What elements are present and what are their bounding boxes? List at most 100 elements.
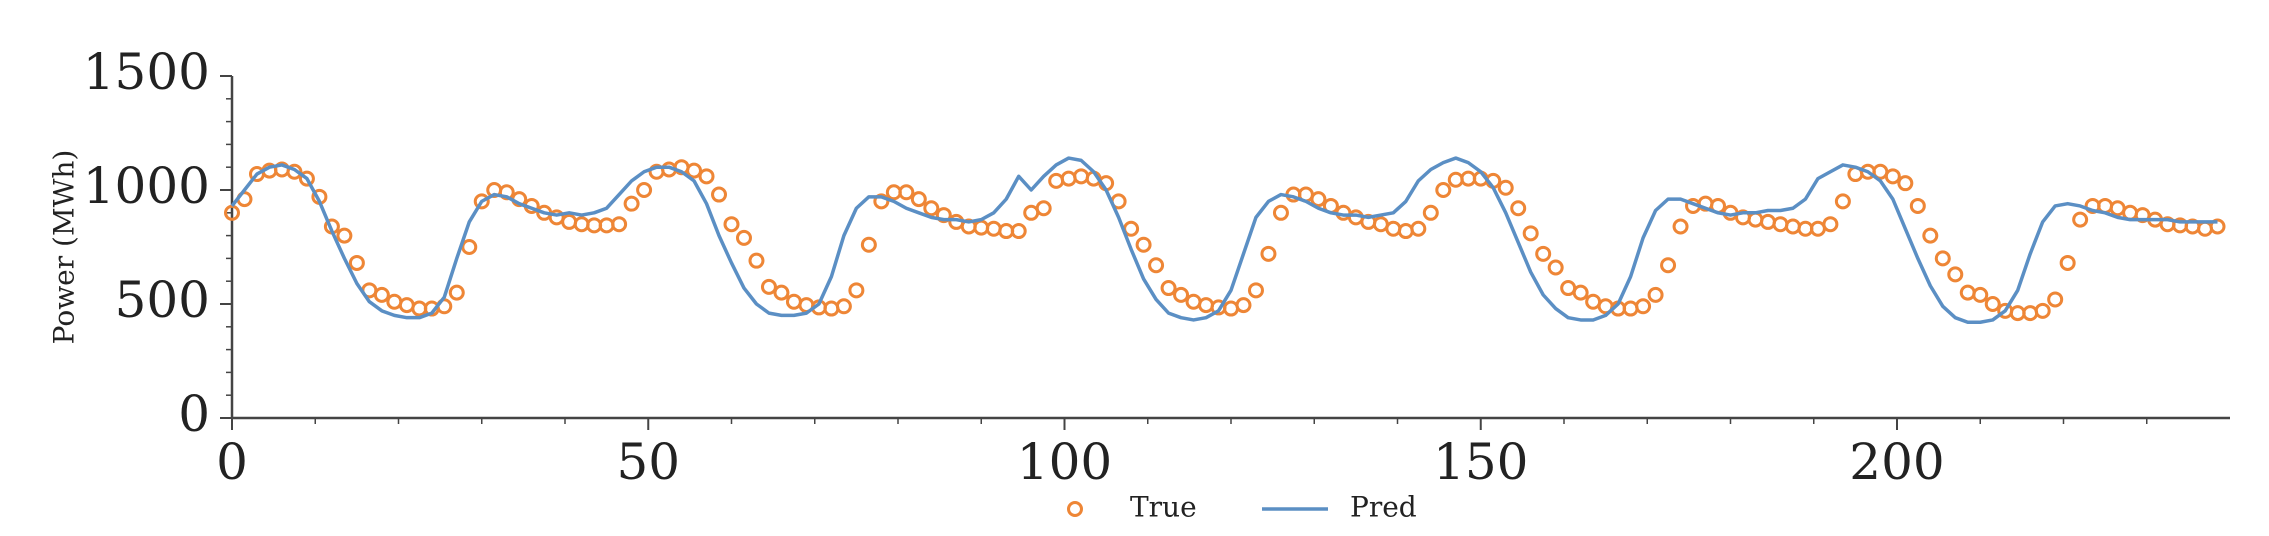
true-marker bbox=[735, 229, 752, 246]
true-marker bbox=[860, 236, 877, 253]
x-tick-label: 0 bbox=[216, 433, 248, 491]
true-marker bbox=[1947, 266, 1964, 283]
true-marker bbox=[1173, 286, 1190, 303]
true-marker bbox=[1247, 282, 1264, 299]
true-marker bbox=[224, 204, 240, 221]
true-marker bbox=[336, 227, 353, 244]
true-marker bbox=[698, 168, 715, 185]
true-marker bbox=[623, 195, 640, 212]
x-tick-label: 100 bbox=[1017, 433, 1112, 491]
true-marker bbox=[636, 182, 653, 198]
true-marker bbox=[286, 163, 303, 180]
true-marker bbox=[1972, 286, 1989, 303]
true-marker bbox=[1510, 200, 1527, 217]
pred-line bbox=[230, 156, 2218, 324]
true-marker bbox=[448, 284, 465, 301]
true-marker bbox=[1572, 284, 1589, 301]
true-marker bbox=[1909, 197, 1926, 214]
true-marker bbox=[985, 220, 1002, 237]
true-marker bbox=[2072, 211, 2089, 228]
true-marker bbox=[348, 254, 365, 271]
true-marker bbox=[1198, 297, 1215, 314]
x-tick-label: 200 bbox=[1849, 433, 1944, 491]
true-marker bbox=[935, 207, 952, 224]
y-tick-label: 1500 bbox=[83, 43, 210, 101]
true-marker bbox=[823, 300, 840, 317]
y-tick-label: 500 bbox=[115, 271, 210, 329]
true-marker bbox=[835, 298, 852, 315]
legend-marker bbox=[1067, 501, 1083, 517]
true-marker bbox=[461, 239, 478, 255]
true-marker bbox=[1934, 250, 1951, 267]
true-marker bbox=[1535, 245, 1552, 262]
true-marker bbox=[773, 284, 790, 301]
true-marker bbox=[561, 213, 578, 230]
true-marker bbox=[573, 216, 590, 233]
true-marker bbox=[2059, 254, 2076, 271]
true-marker bbox=[711, 186, 728, 203]
true-marker bbox=[2209, 218, 2226, 235]
true-marker bbox=[686, 162, 703, 179]
legend-label: True bbox=[1130, 491, 1197, 524]
true-marker bbox=[1772, 216, 1789, 233]
true-marker bbox=[1447, 171, 1464, 188]
true-marker bbox=[2034, 302, 2051, 319]
true-marker bbox=[1672, 218, 1689, 235]
true-marker bbox=[1422, 204, 1439, 221]
true-marker bbox=[873, 193, 890, 210]
true-marker bbox=[1635, 298, 1652, 315]
true-marker bbox=[1647, 286, 1664, 303]
true-marker bbox=[1310, 191, 1327, 208]
true-marker bbox=[1784, 218, 1801, 235]
true-marker bbox=[910, 191, 927, 208]
legend-label: Pred bbox=[1350, 491, 1417, 524]
true-marker bbox=[1834, 193, 1851, 210]
true-marker bbox=[1497, 179, 1514, 196]
true-marker bbox=[1410, 220, 1427, 237]
true-marker bbox=[1010, 223, 1027, 240]
true-marker bbox=[1223, 300, 1239, 317]
true-marker bbox=[1435, 182, 1452, 198]
true-marker bbox=[1884, 168, 1901, 185]
true-marker bbox=[1073, 168, 1090, 185]
true-marker bbox=[748, 252, 765, 269]
true-marker bbox=[1148, 257, 1165, 274]
true-marker bbox=[1185, 293, 1202, 310]
true-marker bbox=[1959, 284, 1976, 301]
true-marker bbox=[1547, 259, 1564, 276]
true-marker bbox=[785, 293, 802, 310]
true-marker bbox=[386, 293, 403, 310]
true-marker bbox=[1897, 175, 1914, 192]
true-marker bbox=[2197, 220, 2214, 237]
true-marker bbox=[973, 219, 990, 236]
x-tick-label: 50 bbox=[616, 433, 680, 491]
true-marker bbox=[1747, 211, 1764, 228]
true-marker bbox=[1260, 245, 1277, 262]
y-tick-label: 1000 bbox=[83, 157, 210, 215]
true-marker bbox=[1984, 296, 2001, 312]
true-marker bbox=[1272, 204, 1289, 221]
true-marker bbox=[1048, 172, 1065, 189]
true-marker bbox=[1660, 257, 1677, 274]
true-marker bbox=[1235, 297, 1252, 314]
true-marker bbox=[923, 200, 940, 217]
true-marker bbox=[723, 216, 740, 233]
true-marker bbox=[1060, 170, 1077, 187]
true-marker bbox=[848, 282, 865, 299]
y-tick-label: 0 bbox=[178, 385, 210, 443]
true-marker bbox=[473, 193, 490, 210]
true-marker bbox=[1397, 223, 1414, 240]
x-tick-label: 150 bbox=[1433, 433, 1528, 491]
true-marker bbox=[760, 278, 777, 295]
true-marker bbox=[373, 286, 390, 303]
true-marker bbox=[1160, 280, 1177, 297]
y-axis-label: Power (MWh) bbox=[48, 150, 81, 345]
true-marker bbox=[398, 297, 415, 314]
true-marker bbox=[611, 216, 628, 233]
true-marker bbox=[1035, 200, 1052, 217]
true-marker bbox=[898, 184, 915, 201]
true-marker bbox=[1922, 227, 1939, 244]
true-marker bbox=[2047, 291, 2064, 308]
true-marker bbox=[1135, 236, 1152, 253]
